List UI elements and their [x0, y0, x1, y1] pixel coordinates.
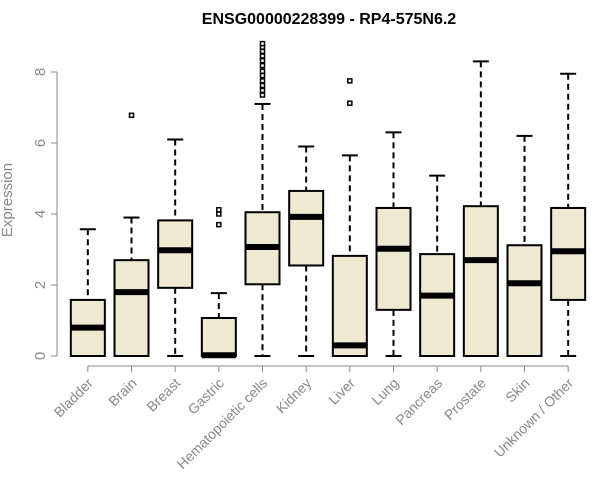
box-liver	[331, 78, 368, 357]
outlier-point	[259, 78, 266, 84]
boxes	[69, 40, 587, 359]
outlier-point	[259, 48, 266, 55]
box-breast	[157, 138, 194, 357]
iqr-box	[200, 317, 237, 358]
iqr-box	[419, 253, 456, 358]
box-pancreas	[419, 174, 456, 358]
box-lung	[375, 131, 412, 357]
x-tick-label: Breast	[143, 375, 183, 415]
x-tick-label: Lung	[368, 375, 401, 408]
box-skin	[506, 134, 543, 358]
outlier-point	[259, 72, 266, 79]
outlier-point	[347, 78, 353, 84]
x-tick-label: Prostate	[441, 375, 489, 423]
outlier-point	[347, 100, 353, 106]
box-kidney	[288, 145, 325, 357]
box-hematopoietic-cells	[244, 40, 281, 357]
iqr-box	[113, 259, 150, 357]
x-tick-label: Brain	[105, 375, 139, 409]
x-tick-label: Pancreas	[392, 375, 445, 428]
iqr-box	[157, 219, 194, 289]
box-bladder	[69, 228, 106, 358]
box-prostate	[462, 60, 499, 357]
x-tick-label: Bladder	[51, 375, 97, 421]
outlier-point	[216, 206, 222, 213]
y-tick-label: 0	[32, 352, 49, 360]
outlier-point	[259, 87, 266, 94]
x-tick-label: Liver	[325, 375, 358, 408]
outlier-point	[259, 68, 266, 75]
y-tick-label: 4	[32, 210, 49, 218]
box-unknown-other	[550, 72, 587, 357]
outlier-point	[128, 112, 135, 119]
iqr-box	[375, 206, 412, 311]
y-tick-label: 6	[32, 139, 49, 147]
chart-title: ENSG00000228399 - RP4-575N6.2	[202, 11, 456, 28]
x-tick-label: Gastric	[184, 375, 227, 418]
y-tick-label: 2	[32, 281, 49, 289]
x-tick-label: Skin	[502, 375, 533, 406]
iqr-box	[462, 205, 499, 357]
y-tick-label: 8	[32, 68, 49, 76]
outlier-point	[259, 53, 266, 59]
iqr-box	[288, 189, 325, 267]
x-tick-label: Unknown / Other	[491, 375, 577, 461]
outlier-point	[216, 211, 222, 217]
iqr-box	[506, 244, 543, 358]
iqr-box	[331, 254, 368, 357]
axes: 0 2 4 6 8	[32, 68, 569, 367]
y-axis-label: Expression	[0, 163, 16, 237]
outlier-point	[259, 92, 266, 98]
x-tick-label: Kidney	[273, 375, 315, 417]
box-gastric	[200, 206, 237, 359]
box-brain	[113, 112, 150, 357]
outlier-point	[216, 221, 222, 228]
outlier-point	[259, 57, 266, 64]
outlier-point	[259, 40, 266, 47]
outlier-point	[259, 62, 266, 69]
outlier-point	[259, 82, 266, 89]
